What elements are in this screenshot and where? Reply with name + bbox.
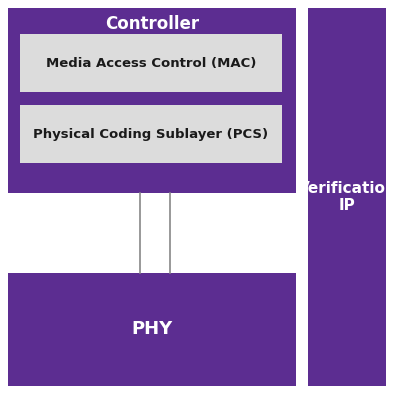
Bar [8,193,296,273]
Bar [20,105,282,163]
Text: PHY: PHY [131,320,173,338]
Text: Media Access Control (MAC): Media Access Control (MAC) [46,56,256,69]
Bar [8,273,296,386]
Text: Physical Coding Sublayer (PCS): Physical Coding Sublayer (PCS) [33,128,269,141]
Bar [308,8,386,386]
Text: Verification
IP: Verification IP [297,181,394,213]
Text: Controller: Controller [105,15,199,33]
Bar [20,34,282,92]
Bar [8,8,296,193]
